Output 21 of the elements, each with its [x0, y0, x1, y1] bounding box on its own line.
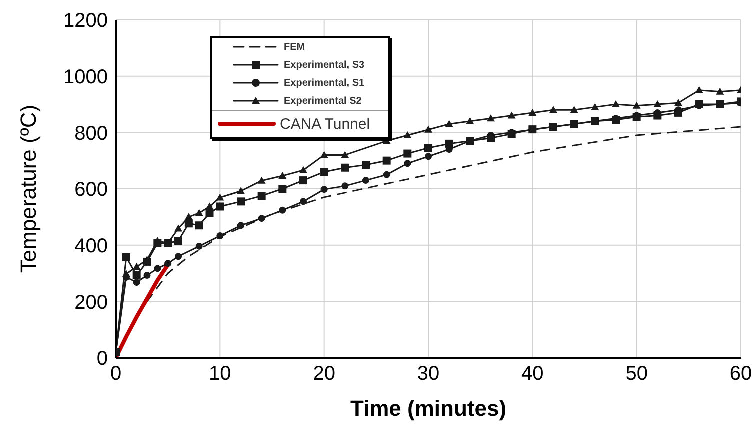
legend-label: Experimental S2 [284, 96, 362, 106]
x-tick-label: 10 [209, 363, 232, 386]
x-tick-label: 30 [417, 363, 440, 386]
y-tick-label: 1000 [64, 66, 108, 88]
x-tick-label: 50 [626, 363, 648, 386]
y-tick-label: 400 [74, 235, 108, 258]
legend-label: CANA Tunnel [280, 116, 370, 132]
legend-label: FEM [284, 42, 306, 52]
x-axis-title: Time (minutes) [350, 396, 507, 421]
x-tick-label: 20 [313, 363, 336, 386]
y-tick-label: 200 [74, 292, 108, 314]
y-tick-label: 0 [96, 348, 108, 370]
x-tick-label: 60 [730, 363, 752, 386]
x-tick-label: 40 [522, 363, 544, 386]
x-tick-label: 0 [110, 363, 122, 386]
y-tick-label: 800 [74, 122, 108, 145]
y-tick-label: 600 [74, 179, 108, 202]
y-tick-label: 1200 [64, 10, 108, 32]
legend-label: Experimental, S1 [284, 78, 365, 88]
legend-label: Experimental, S3 [284, 60, 365, 70]
y-axis-title: Temperature (ºC) [16, 104, 41, 274]
